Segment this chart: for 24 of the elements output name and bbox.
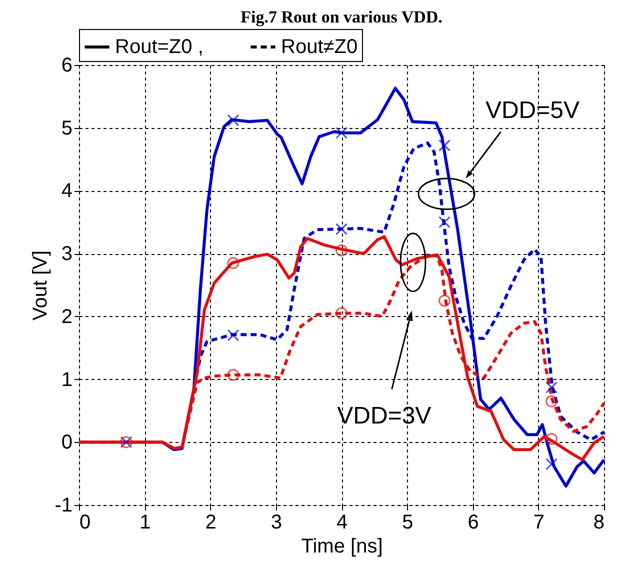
x-tick-label: 5 [402, 512, 414, 534]
x-tick-label: 3 [270, 512, 282, 534]
x-tick-label: 1 [140, 512, 151, 534]
x-tick-label: 2 [205, 512, 216, 534]
x-tick-label: 7 [533, 512, 544, 534]
x-tick-label: 8 [593, 512, 604, 534]
y-tick-label: 0 [61, 432, 72, 454]
y-tick-label: 5 [61, 117, 72, 140]
y-tick-label: 1 [61, 368, 72, 391]
y-tick-label: 3 [61, 243, 72, 266]
y-axis-title: Vout [V] [30, 250, 52, 321]
text: Rout≠Z0 [281, 36, 358, 58]
x-axis-title: Time [ns] [301, 536, 383, 558]
annotation: VDD=5V [485, 96, 580, 124]
y-tick-label: 6 [61, 54, 72, 76]
x-tick-label: 0 [80, 512, 91, 534]
annotation: VDD=3V [337, 402, 432, 430]
chart-title: Fig.7 Rout on various VDD. [240, 8, 442, 26]
x-tick-label: 4 [336, 512, 348, 534]
x-tick-label: 6 [468, 512, 479, 534]
text: Rout=Z0 , [115, 36, 204, 58]
y-tick-label: 2 [61, 306, 72, 328]
y-tick-label: -1 [54, 494, 72, 516]
y-tick-label: 4 [61, 180, 72, 202]
